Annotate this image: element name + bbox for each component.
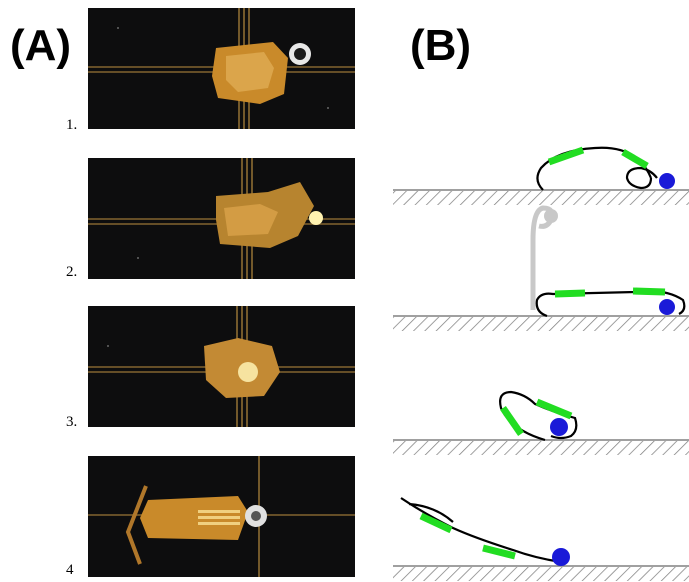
micrograph-photo-4 bbox=[88, 456, 355, 577]
ground-2 bbox=[393, 315, 689, 331]
panel-a-label: (A) bbox=[10, 21, 72, 70]
photo-3-step-number: 3. bbox=[66, 414, 78, 430]
robot-pose-3 bbox=[499, 390, 578, 442]
micrograph-photo-2 bbox=[88, 158, 355, 279]
micrograph-photo-3 bbox=[88, 306, 355, 427]
ghost-pose bbox=[530, 205, 558, 310]
photo-2-step-number: 2. bbox=[66, 264, 78, 280]
photo-4-step-number: 4 bbox=[66, 562, 74, 578]
ground-3 bbox=[393, 439, 689, 455]
schematic-diagram bbox=[393, 146, 689, 581]
micrograph-photo-1 bbox=[88, 8, 355, 129]
robot-pose-4 bbox=[400, 497, 570, 566]
robot-pose-2 bbox=[535, 287, 686, 318]
ground-1 bbox=[393, 189, 689, 205]
panel-b-label: (B) bbox=[410, 21, 472, 70]
ground-4 bbox=[393, 565, 689, 581]
photo-1-step-number: 1. bbox=[66, 117, 78, 133]
robot-pose-1 bbox=[536, 146, 675, 191]
